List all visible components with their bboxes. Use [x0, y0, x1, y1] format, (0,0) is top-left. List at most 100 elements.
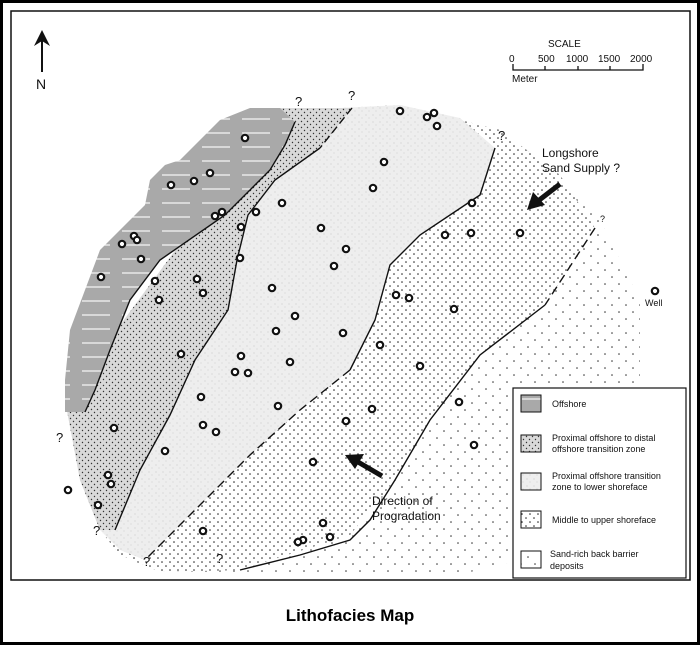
- legend-swatch-back-barrier: [520, 550, 542, 569]
- well-marker: [375, 340, 385, 350]
- well-marker: [103, 470, 113, 480]
- well-marker: [267, 283, 277, 293]
- well-marker: [308, 457, 318, 467]
- figure-title: Lithofacies Map: [285, 606, 415, 625]
- well-marker: [198, 420, 208, 430]
- well-marker: [230, 367, 240, 377]
- scale-tick-label: 1500: [598, 54, 621, 65]
- north-arrow-icon: [34, 30, 50, 46]
- well-marker: [422, 112, 432, 122]
- well-marker: [154, 295, 164, 305]
- well-marker: [236, 222, 246, 232]
- progradation-annotation: Direction of Progradation: [345, 454, 441, 523]
- well-marker: [316, 223, 326, 233]
- well-marker: [196, 392, 206, 402]
- uncertainty-marks: ? ? ? ? ? ? ? ?: [56, 88, 605, 569]
- longshore-label: Longshore: [542, 146, 599, 160]
- well-marker: [515, 228, 525, 238]
- well-marker: [205, 168, 215, 178]
- well-marker: [318, 518, 328, 528]
- question-mark: ?: [295, 94, 302, 109]
- well-marker: [150, 276, 160, 286]
- well-marker: [198, 288, 208, 298]
- boundary-dashed: [319, 107, 353, 149]
- scale-tick-label: 500: [538, 54, 555, 65]
- well-marker: [395, 106, 405, 116]
- question-mark: ?: [348, 88, 355, 103]
- legend-label: deposits: [550, 561, 584, 571]
- well-icon: [650, 286, 660, 296]
- well-marker: [109, 423, 119, 433]
- well-marker: [271, 326, 281, 336]
- legend-label: zone to lower shoreface: [552, 482, 648, 492]
- well-marker: [440, 230, 450, 240]
- zone-offshore: [65, 108, 295, 412]
- well-marker: [391, 290, 401, 300]
- well-marker: [341, 244, 351, 254]
- well-marker: [217, 207, 227, 217]
- well-marker: [449, 304, 459, 314]
- progradation-label: Progradation: [372, 509, 441, 523]
- well-marker: [467, 198, 477, 208]
- legend-label: Offshore: [552, 399, 586, 409]
- north-arrow: N: [34, 30, 50, 92]
- scale-title: SCALE: [548, 39, 581, 50]
- well-marker: [325, 532, 335, 542]
- well-marker: [136, 254, 146, 264]
- well-marker: [293, 537, 303, 547]
- well-marker: [251, 207, 261, 217]
- legend-label: offshore transition zone: [552, 444, 645, 454]
- arrow-icon: [527, 192, 545, 210]
- zone-transition: [65, 108, 352, 530]
- question-mark: ?: [56, 430, 63, 445]
- well-marker: [160, 446, 170, 456]
- well-marker: [243, 368, 253, 378]
- question-mark: ?: [498, 128, 505, 143]
- well-marker: [235, 253, 245, 263]
- legend-swatch-lower-shoreface: [520, 472, 542, 491]
- well-marker: [273, 401, 283, 411]
- legend-swatch-offshore: [520, 394, 542, 413]
- well-marker: [290, 311, 300, 321]
- well-marker: [176, 349, 186, 359]
- well-label: Well: [645, 298, 662, 308]
- boundary-shoreface: [239, 304, 546, 571]
- well-marker: [240, 133, 250, 143]
- well-marker: [368, 183, 378, 193]
- legend-label: Proximal offshore transition: [552, 471, 661, 481]
- scale-bar: SCALE 0 500 1000 1500 2000 Meter: [509, 39, 653, 85]
- well-marker: [338, 328, 348, 338]
- well-marker: [454, 397, 464, 407]
- well-marker: [432, 121, 442, 131]
- well-marker: [367, 404, 377, 414]
- map-border: [10, 10, 691, 581]
- well-marker: [192, 274, 202, 284]
- legend-label: Middle to upper shoreface: [552, 515, 656, 525]
- well-marker: [93, 500, 103, 510]
- wells: [63, 106, 525, 547]
- well-marker: [189, 176, 199, 186]
- well-marker: [341, 416, 351, 426]
- scale-tick-label: 2000: [630, 54, 653, 65]
- legend-swatch-shoreface: [520, 510, 542, 529]
- well-marker: [329, 261, 339, 271]
- well-marker: [211, 427, 221, 437]
- well-marker: [166, 180, 176, 190]
- well-marker: [429, 108, 439, 118]
- well-marker: [466, 228, 476, 238]
- well-marker: [277, 198, 287, 208]
- well-marker: [469, 440, 479, 450]
- progradation-label: Direction of: [372, 494, 433, 508]
- well-marker: [210, 211, 220, 221]
- question-mark: ?: [600, 214, 605, 224]
- well-marker: [379, 157, 389, 167]
- scale-tick-label: 1000: [566, 54, 589, 65]
- arrow-icon: [345, 454, 364, 469]
- well-marker: [415, 361, 425, 371]
- facies-boundaries: [84, 107, 596, 571]
- north-label: N: [36, 76, 46, 92]
- question-mark: ?: [216, 551, 223, 566]
- well-marker: [198, 526, 208, 536]
- well-marker: [285, 357, 295, 367]
